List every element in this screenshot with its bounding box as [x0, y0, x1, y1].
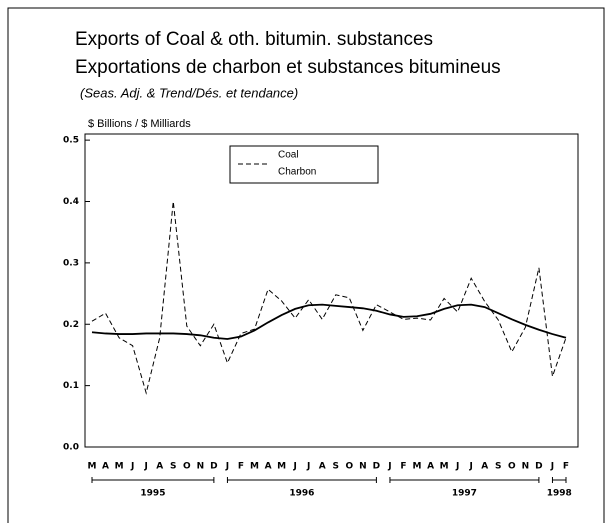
chart-title-fr: Exportations de charbon et substances bi…: [75, 57, 501, 78]
legend-label: Coal: [278, 150, 299, 161]
y-tick-label: 0.5: [63, 136, 79, 146]
x-tick-label: J: [455, 462, 459, 472]
x-tick-label: S: [170, 462, 176, 472]
x-tick-label: J: [306, 462, 310, 472]
x-tick-label: N: [197, 462, 205, 472]
x-tick-label: F: [238, 462, 244, 472]
series-line: [91, 201, 567, 395]
x-tick-label: A: [481, 462, 488, 472]
x-tick-label: S: [495, 462, 501, 472]
x-tick-label: M: [115, 462, 124, 472]
year-label: 1997: [452, 489, 477, 499]
legend-box: [229, 145, 379, 184]
x-tick-label: J: [550, 462, 554, 472]
x-tick-label: A: [156, 462, 163, 472]
x-tick-label: J: [225, 462, 229, 472]
x-tick-label: O: [345, 462, 353, 472]
chart-title: Exports of Coal & oth. bitumin. substanc…: [75, 29, 433, 50]
x-tick-label: S: [333, 462, 339, 472]
year-label: 1998: [547, 489, 572, 499]
x-tick-label: D: [373, 462, 380, 472]
x-tick-label: J: [130, 462, 134, 472]
y-tick-label: 0.2: [63, 320, 79, 330]
outer-frame: [7, 7, 605, 523]
x-tick-label: A: [319, 462, 326, 472]
year-label: 1996: [289, 489, 314, 499]
x-tick-label: M: [440, 462, 449, 472]
x-tick-label: A: [427, 462, 434, 472]
x-tick-label: J: [143, 462, 147, 472]
x-tick-label: A: [265, 462, 272, 472]
x-tick-label: A: [102, 462, 109, 472]
y-tick-label: 0.1: [63, 381, 79, 391]
chart-subtitle: (Seas. Adj. & Trend/Dés. et tendance): [80, 85, 298, 100]
x-tick-label: M: [250, 462, 259, 472]
x-tick-label: M: [88, 462, 97, 472]
series-line: [91, 303, 567, 340]
x-tick-label: J: [387, 462, 391, 472]
x-tick-label: J: [469, 462, 473, 472]
x-tick-label: J: [292, 462, 296, 472]
legend-label: Charbon: [278, 167, 316, 178]
y-tick-label: 0.3: [63, 258, 79, 268]
x-tick-label: M: [413, 462, 422, 472]
x-tick-label: N: [359, 462, 367, 472]
x-tick-label: M: [277, 462, 286, 472]
x-tick-label: N: [522, 462, 530, 472]
y-axis-label: $ Billions / $ Milliards: [88, 118, 191, 130]
x-tick-label: O: [183, 462, 191, 472]
year-label: 1995: [140, 489, 165, 499]
x-tick-label: F: [400, 462, 406, 472]
x-tick-label: D: [535, 462, 542, 472]
x-tick-label: F: [563, 462, 569, 472]
x-tick-label: O: [508, 462, 516, 472]
x-tick-label: D: [210, 462, 217, 472]
y-tick-label: 0.0: [63, 443, 79, 453]
plot-frame: [84, 133, 579, 448]
y-tick-label: 0.4: [63, 197, 79, 207]
